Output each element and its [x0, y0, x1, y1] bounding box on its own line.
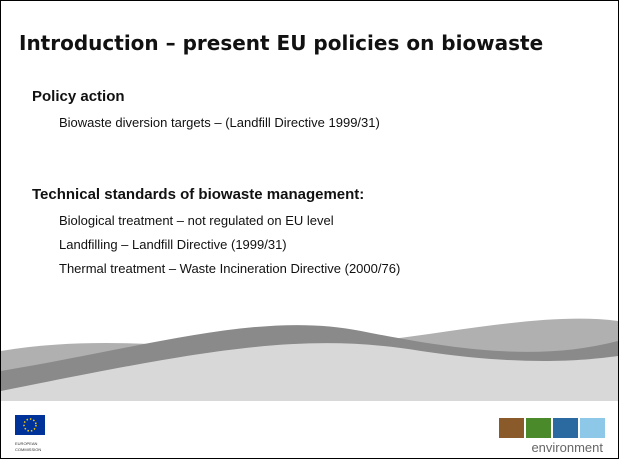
svg-text:COMMISSION: COMMISSION	[15, 447, 41, 452]
section: Policy action Biowaste diversion targets …	[32, 88, 380, 139]
item: Biowaste diversion targets – (Landfill D…	[59, 115, 380, 130]
section-heading: Policy action	[32, 88, 125, 105]
title: Introduction – present EU policies on bi…	[19, 31, 544, 55]
env-logo: environment	[531, 440, 603, 455]
item: Landfilling – Landfill Directive (1999/3…	[59, 237, 287, 252]
item: Thermal treatment – Waste Incineration D…	[59, 261, 401, 276]
section-heading: Technical standards of biowaste manageme…	[32, 186, 365, 203]
svg-text:EUROPEAN: EUROPEAN	[15, 441, 38, 446]
item: Biological treatment – not regulated on …	[59, 213, 334, 228]
section: Technical standards of biowaste manageme…	[32, 186, 400, 285]
